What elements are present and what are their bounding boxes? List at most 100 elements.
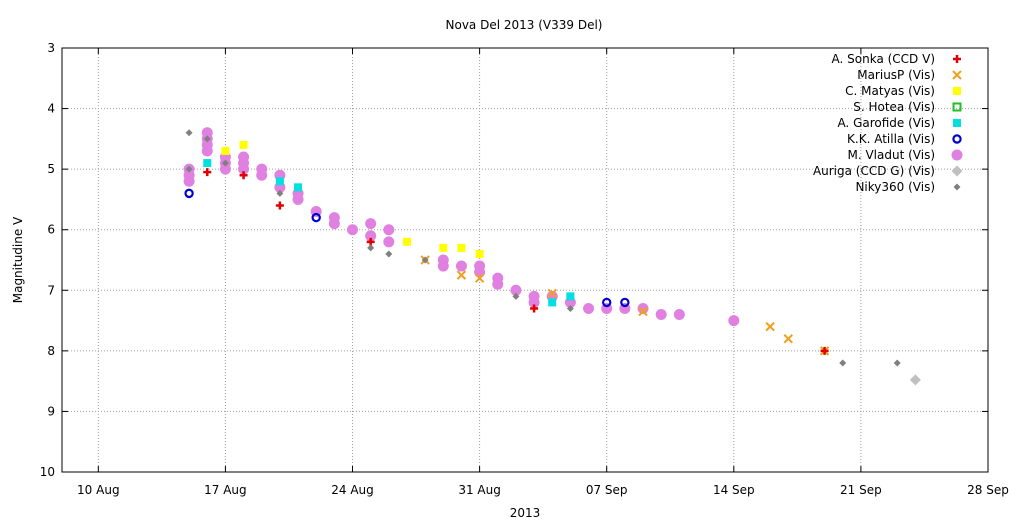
chart-title: Nova Del 2013 (V339 Del) — [446, 18, 603, 32]
data-point — [638, 306, 648, 317]
legend-label: Niky360 (Vis) — [855, 180, 935, 194]
data-point — [510, 284, 522, 296]
data-point — [492, 278, 504, 290]
data-point — [294, 183, 303, 192]
data-point — [583, 302, 595, 314]
x-tick-label: 21 Sep — [840, 483, 882, 497]
legend-label: C. Matyas (Vis) — [845, 84, 935, 98]
data-point — [238, 163, 250, 175]
series-4 — [203, 159, 575, 307]
data-point — [383, 236, 395, 248]
y-tick-label: 8 — [47, 344, 55, 358]
data-point — [275, 177, 284, 186]
data-point — [203, 135, 211, 143]
series-6 — [183, 127, 740, 327]
series-5 — [184, 188, 630, 308]
axis-ticks: 3 4 5 6 7 8 9 10 10 Aug 17 Aug 24 Aug 31 Aug 07 Sep 1… — [40, 41, 1009, 497]
data-point — [385, 250, 393, 258]
legend-marker — [953, 183, 961, 191]
data-point — [474, 266, 486, 278]
legend-label: M. Vladut (Vis) — [847, 148, 935, 162]
data-point — [475, 249, 484, 258]
data-point — [275, 201, 284, 210]
data-point — [221, 159, 229, 167]
legend-marker — [953, 55, 961, 63]
y-tick-label: 9 — [47, 404, 55, 418]
x-tick-label: 17 Aug — [204, 483, 247, 497]
data-point — [328, 218, 340, 230]
series-2 — [221, 140, 484, 258]
data-point — [203, 159, 212, 168]
data-point — [219, 163, 231, 175]
data-point — [421, 256, 429, 264]
data-point — [239, 171, 248, 180]
data-point — [184, 188, 194, 199]
legend-marker — [952, 102, 962, 112]
data-point — [311, 212, 321, 223]
legend-label: K.K. Atilla (Vis) — [847, 132, 935, 146]
data-point — [437, 260, 449, 272]
data-point — [185, 165, 193, 173]
data-point — [239, 140, 248, 149]
legend-label: Auriga (CCD G) (Vis) — [813, 164, 935, 178]
data-point — [655, 309, 667, 321]
y-tick-label: 3 — [47, 41, 55, 55]
x-tick-label: 24 Aug — [331, 483, 374, 497]
data-point — [201, 145, 213, 157]
data-points — [183, 127, 921, 386]
plot-area-border — [61, 47, 989, 473]
grid-lines — [62, 48, 989, 472]
data-point — [383, 224, 395, 236]
data-point — [909, 374, 921, 386]
data-point — [256, 169, 268, 181]
data-point — [547, 288, 557, 299]
data-point — [455, 260, 467, 272]
legend-label: S. Hotea (Vis) — [853, 100, 935, 114]
x-tick-label: 10 Aug — [77, 483, 120, 497]
x-tick-label: 07 Sep — [586, 483, 628, 497]
data-point — [221, 146, 230, 155]
data-point — [439, 243, 448, 252]
data-point — [602, 297, 612, 308]
data-point — [673, 309, 685, 321]
data-point — [474, 273, 485, 283]
data-point — [548, 298, 557, 307]
data-point — [566, 304, 574, 312]
data-point — [276, 189, 284, 197]
data-point — [820, 346, 829, 355]
data-point — [530, 304, 539, 313]
y-axis-label: Magnitudine V — [11, 216, 25, 303]
y-tick-label: 10 — [40, 465, 55, 479]
legend-marker — [952, 134, 962, 144]
data-point — [402, 237, 411, 246]
data-point — [183, 175, 195, 187]
y-tick-label: 5 — [47, 162, 55, 176]
y-tick-label: 4 — [47, 102, 55, 116]
data-point — [512, 292, 520, 300]
y-tick-label: 7 — [47, 283, 55, 297]
legend-marker — [953, 119, 961, 127]
legend-marker — [951, 149, 963, 161]
data-point — [367, 244, 375, 252]
data-point — [620, 297, 630, 308]
data-point — [893, 359, 901, 367]
y-tick-label: 6 — [47, 223, 55, 237]
data-point — [185, 129, 193, 137]
data-point — [292, 193, 304, 205]
legend-label: A. Sonka (CCD V) — [832, 52, 935, 66]
data-point — [728, 315, 740, 327]
legend-marker — [951, 165, 963, 177]
data-point — [456, 270, 467, 280]
series-7 — [909, 374, 921, 386]
legend: A. Sonka (CCD V) MariusP (Vis) C. Matyas (… — [813, 52, 963, 194]
x-tick-label: 31 Aug — [458, 483, 501, 497]
data-point — [347, 224, 359, 236]
legend-marker — [952, 70, 962, 80]
data-point — [203, 168, 212, 177]
legend-label: MariusP (Vis) — [857, 68, 935, 82]
data-point — [365, 218, 377, 230]
data-point — [457, 243, 466, 252]
data-point — [783, 334, 793, 344]
x-tick-label: 28 Sep — [967, 483, 1009, 497]
